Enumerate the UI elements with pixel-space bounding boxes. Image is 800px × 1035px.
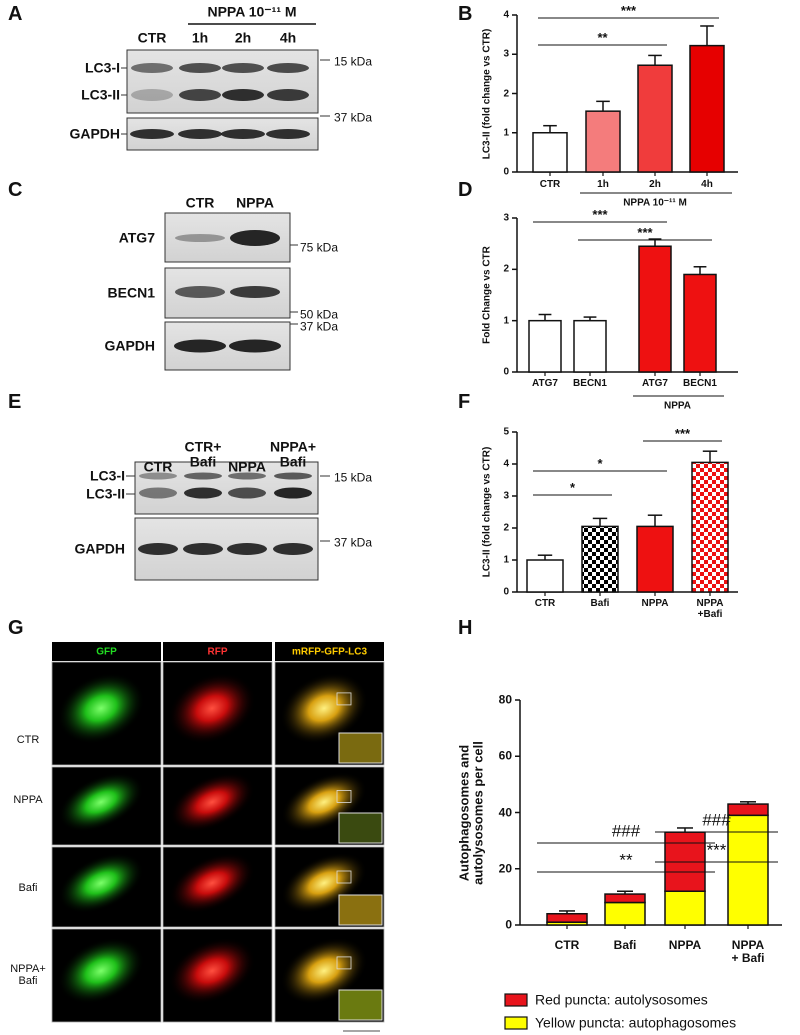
bar — [637, 64, 673, 173]
blot-band — [175, 286, 225, 298]
blot-band — [131, 63, 173, 73]
blot-band — [183, 543, 223, 555]
blot-band — [131, 89, 173, 101]
bar — [532, 132, 568, 173]
legend-swatch — [504, 1016, 528, 1030]
error-bar — [596, 100, 610, 112]
bar — [581, 525, 619, 593]
cell — [58, 852, 144, 914]
bar-segment — [664, 890, 706, 926]
error-bar — [702, 450, 718, 463]
cell — [169, 772, 255, 832]
blot-band — [274, 472, 312, 480]
bar — [585, 110, 621, 173]
cell — [57, 672, 145, 744]
bar-segment — [546, 913, 588, 923]
error-bar — [700, 25, 714, 46]
blot-band — [230, 286, 280, 298]
blot-band — [179, 63, 221, 73]
blot-band — [222, 63, 264, 73]
error-bar — [740, 801, 756, 805]
blot-band — [228, 472, 266, 480]
blot-band — [179, 89, 221, 101]
inset-roi — [336, 870, 352, 884]
error-bar — [538, 313, 552, 321]
channel-header — [163, 642, 272, 661]
blot-band — [174, 339, 226, 353]
error-bar — [559, 910, 575, 914]
cell — [169, 852, 255, 914]
bar-segment — [727, 803, 769, 817]
bar-segment — [727, 814, 769, 926]
blot-band — [139, 472, 177, 480]
bar — [689, 44, 725, 173]
cell — [58, 772, 144, 832]
blot-band — [139, 487, 177, 499]
blot-band — [230, 230, 280, 246]
blot-band — [130, 129, 174, 139]
inset — [338, 812, 383, 844]
cell — [57, 937, 145, 1005]
blot-band — [221, 129, 265, 139]
blot-band — [266, 129, 310, 139]
inset-roi — [336, 790, 352, 803]
bar — [526, 559, 564, 593]
blot-band — [184, 472, 222, 480]
inset — [338, 732, 383, 764]
blot-band — [267, 63, 309, 73]
inset — [338, 989, 383, 1021]
bar — [573, 319, 607, 373]
blot-band — [273, 543, 313, 555]
legend-swatch — [504, 993, 528, 1007]
blot-band — [175, 234, 225, 242]
bar — [683, 273, 717, 373]
cell — [280, 672, 368, 744]
inset — [338, 894, 383, 926]
bar-segment — [604, 901, 646, 926]
bar — [638, 245, 672, 373]
inset-roi — [336, 692, 352, 706]
error-bar — [648, 54, 662, 66]
error-bar — [677, 827, 693, 833]
error-bar — [693, 266, 707, 275]
bar — [691, 461, 729, 593]
blot-band — [184, 487, 222, 499]
blot-band — [227, 543, 267, 555]
cell — [280, 937, 368, 1005]
channel-header — [52, 642, 161, 661]
error-bar — [592, 517, 608, 527]
error-bar — [543, 124, 557, 133]
bar — [636, 525, 674, 593]
channel-header — [275, 642, 384, 661]
blot-band — [267, 89, 309, 101]
blot-band — [274, 487, 312, 499]
error-bar — [537, 554, 553, 560]
error-bar — [647, 514, 663, 527]
bar-segment — [604, 893, 646, 904]
bar — [528, 319, 562, 373]
inset-roi — [336, 956, 352, 970]
error-bar — [617, 890, 633, 895]
blot-band — [228, 487, 266, 499]
cell — [168, 937, 256, 1005]
blot-band — [222, 89, 264, 101]
blot-band — [229, 339, 281, 353]
cell — [168, 672, 256, 744]
blot-band — [178, 129, 222, 139]
blot-membrane — [126, 49, 319, 114]
blot-band — [138, 543, 178, 555]
